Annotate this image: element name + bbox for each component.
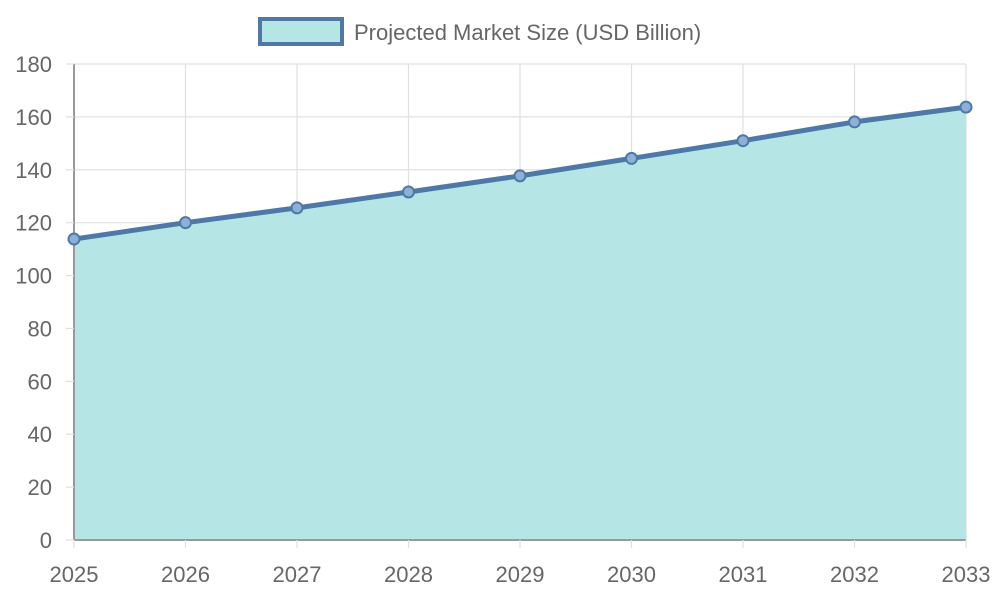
data-points: [67, 100, 973, 246]
x-tick-label: 2028: [384, 562, 433, 587]
x-tick-label: 2025: [50, 562, 99, 587]
legend-swatch: [258, 17, 344, 46]
y-tick-label: 140: [15, 158, 52, 183]
series-area-fill: [74, 107, 966, 541]
y-tick-label: 20: [28, 475, 52, 500]
x-axis-ticks: 2025 2026 2027 2028 2029 2030 2031 2032 2033: [50, 540, 991, 587]
y-tick-label: 0: [40, 528, 52, 553]
x-tick-label: 2030: [607, 562, 656, 587]
y-axis-ticks: 0 20 40 60 80 100 120 140 160 180: [15, 52, 74, 553]
data-point[interactable]: [67, 232, 81, 246]
data-point[interactable]: [959, 100, 973, 114]
x-tick-label: 2027: [273, 562, 322, 587]
data-point[interactable]: [179, 216, 192, 230]
x-tick-label: 2033: [942, 562, 991, 587]
x-tick-label: 2032: [830, 562, 879, 587]
y-tick-label: 40: [28, 422, 52, 447]
data-point[interactable]: [736, 134, 750, 148]
y-tick-label: 60: [28, 369, 52, 394]
data-point[interactable]: [513, 169, 527, 183]
y-tick-label: 100: [15, 264, 52, 289]
data-point[interactable]: [625, 151, 638, 165]
y-tick-label: 80: [28, 316, 52, 341]
x-tick-label: 2031: [719, 562, 768, 587]
y-tick-label: 120: [15, 211, 52, 236]
y-tick-label: 160: [15, 105, 52, 130]
data-point[interactable]: [848, 115, 861, 129]
data-point[interactable]: [290, 201, 304, 215]
y-tick-label: 180: [15, 52, 52, 77]
data-point[interactable]: [402, 185, 415, 199]
legend[interactable]: Projected Market Size (USD Billion): [258, 17, 701, 46]
x-tick-label: 2026: [161, 562, 210, 587]
x-tick-label: 2029: [496, 562, 545, 587]
legend-label: Projected Market Size (USD Billion): [354, 20, 701, 45]
